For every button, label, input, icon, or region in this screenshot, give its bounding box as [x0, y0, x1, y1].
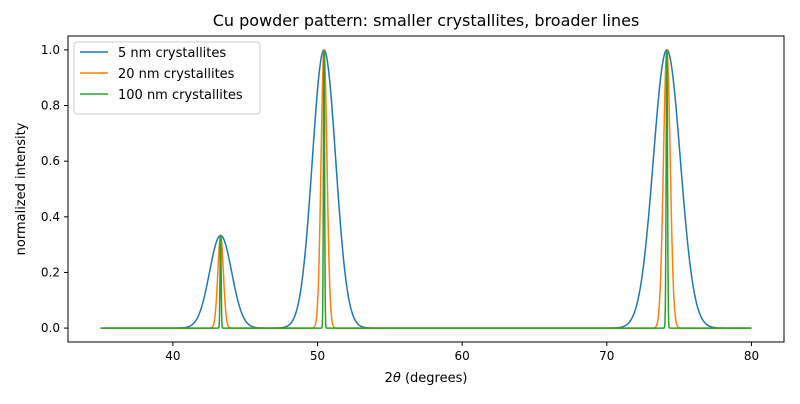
- series-layer: [99, 49, 753, 329]
- series-line-2: [99, 49, 753, 329]
- x-axis-label-prefix: 2: [385, 371, 393, 386]
- legend-label-0: 5 nm crystallites: [118, 46, 226, 61]
- x-tick-label: 60: [455, 349, 470, 363]
- x-tick-label: 70: [599, 349, 614, 363]
- x-axis-label-symbol: θ: [393, 371, 401, 386]
- y-tick-label: 0.0: [41, 321, 60, 335]
- x-tick-label: 80: [744, 349, 759, 363]
- legend-label-2: 100 nm crystallites: [118, 88, 243, 103]
- y-tick-label: 1.0: [41, 43, 60, 57]
- x-axis-label-suffix: (degrees): [401, 371, 468, 386]
- y-tick-label: 0.8: [41, 99, 60, 113]
- plot-frame: [67, 35, 785, 343]
- legend-label-1: 20 nm crystallites: [118, 67, 235, 82]
- x-tick-label: 40: [165, 349, 180, 363]
- x-ticks: 40 50 60 70 80: [165, 342, 759, 363]
- y-axis-label: normalized intensity: [14, 122, 29, 255]
- x-tick-label: 50: [310, 349, 325, 363]
- y-tick-label: 0.2: [41, 265, 60, 279]
- y-ticks: 0.0 0.2 0.4 0.6 0.8 1.0: [41, 43, 68, 335]
- legend-box: [73, 41, 261, 115]
- legend-items: 5 nm crystallites 20 nm crystallites 100 n…: [80, 46, 243, 103]
- y-tick-label: 0.6: [41, 154, 60, 168]
- legend: 5 nm crystallites 20 nm crystallites 100 n…: [73, 41, 261, 115]
- y-tick-label: 0.4: [41, 210, 60, 224]
- x-axis-label: 2θ (degrees): [385, 371, 468, 386]
- chart-title: Cu powder pattern: smaller crystallites,…: [213, 11, 640, 30]
